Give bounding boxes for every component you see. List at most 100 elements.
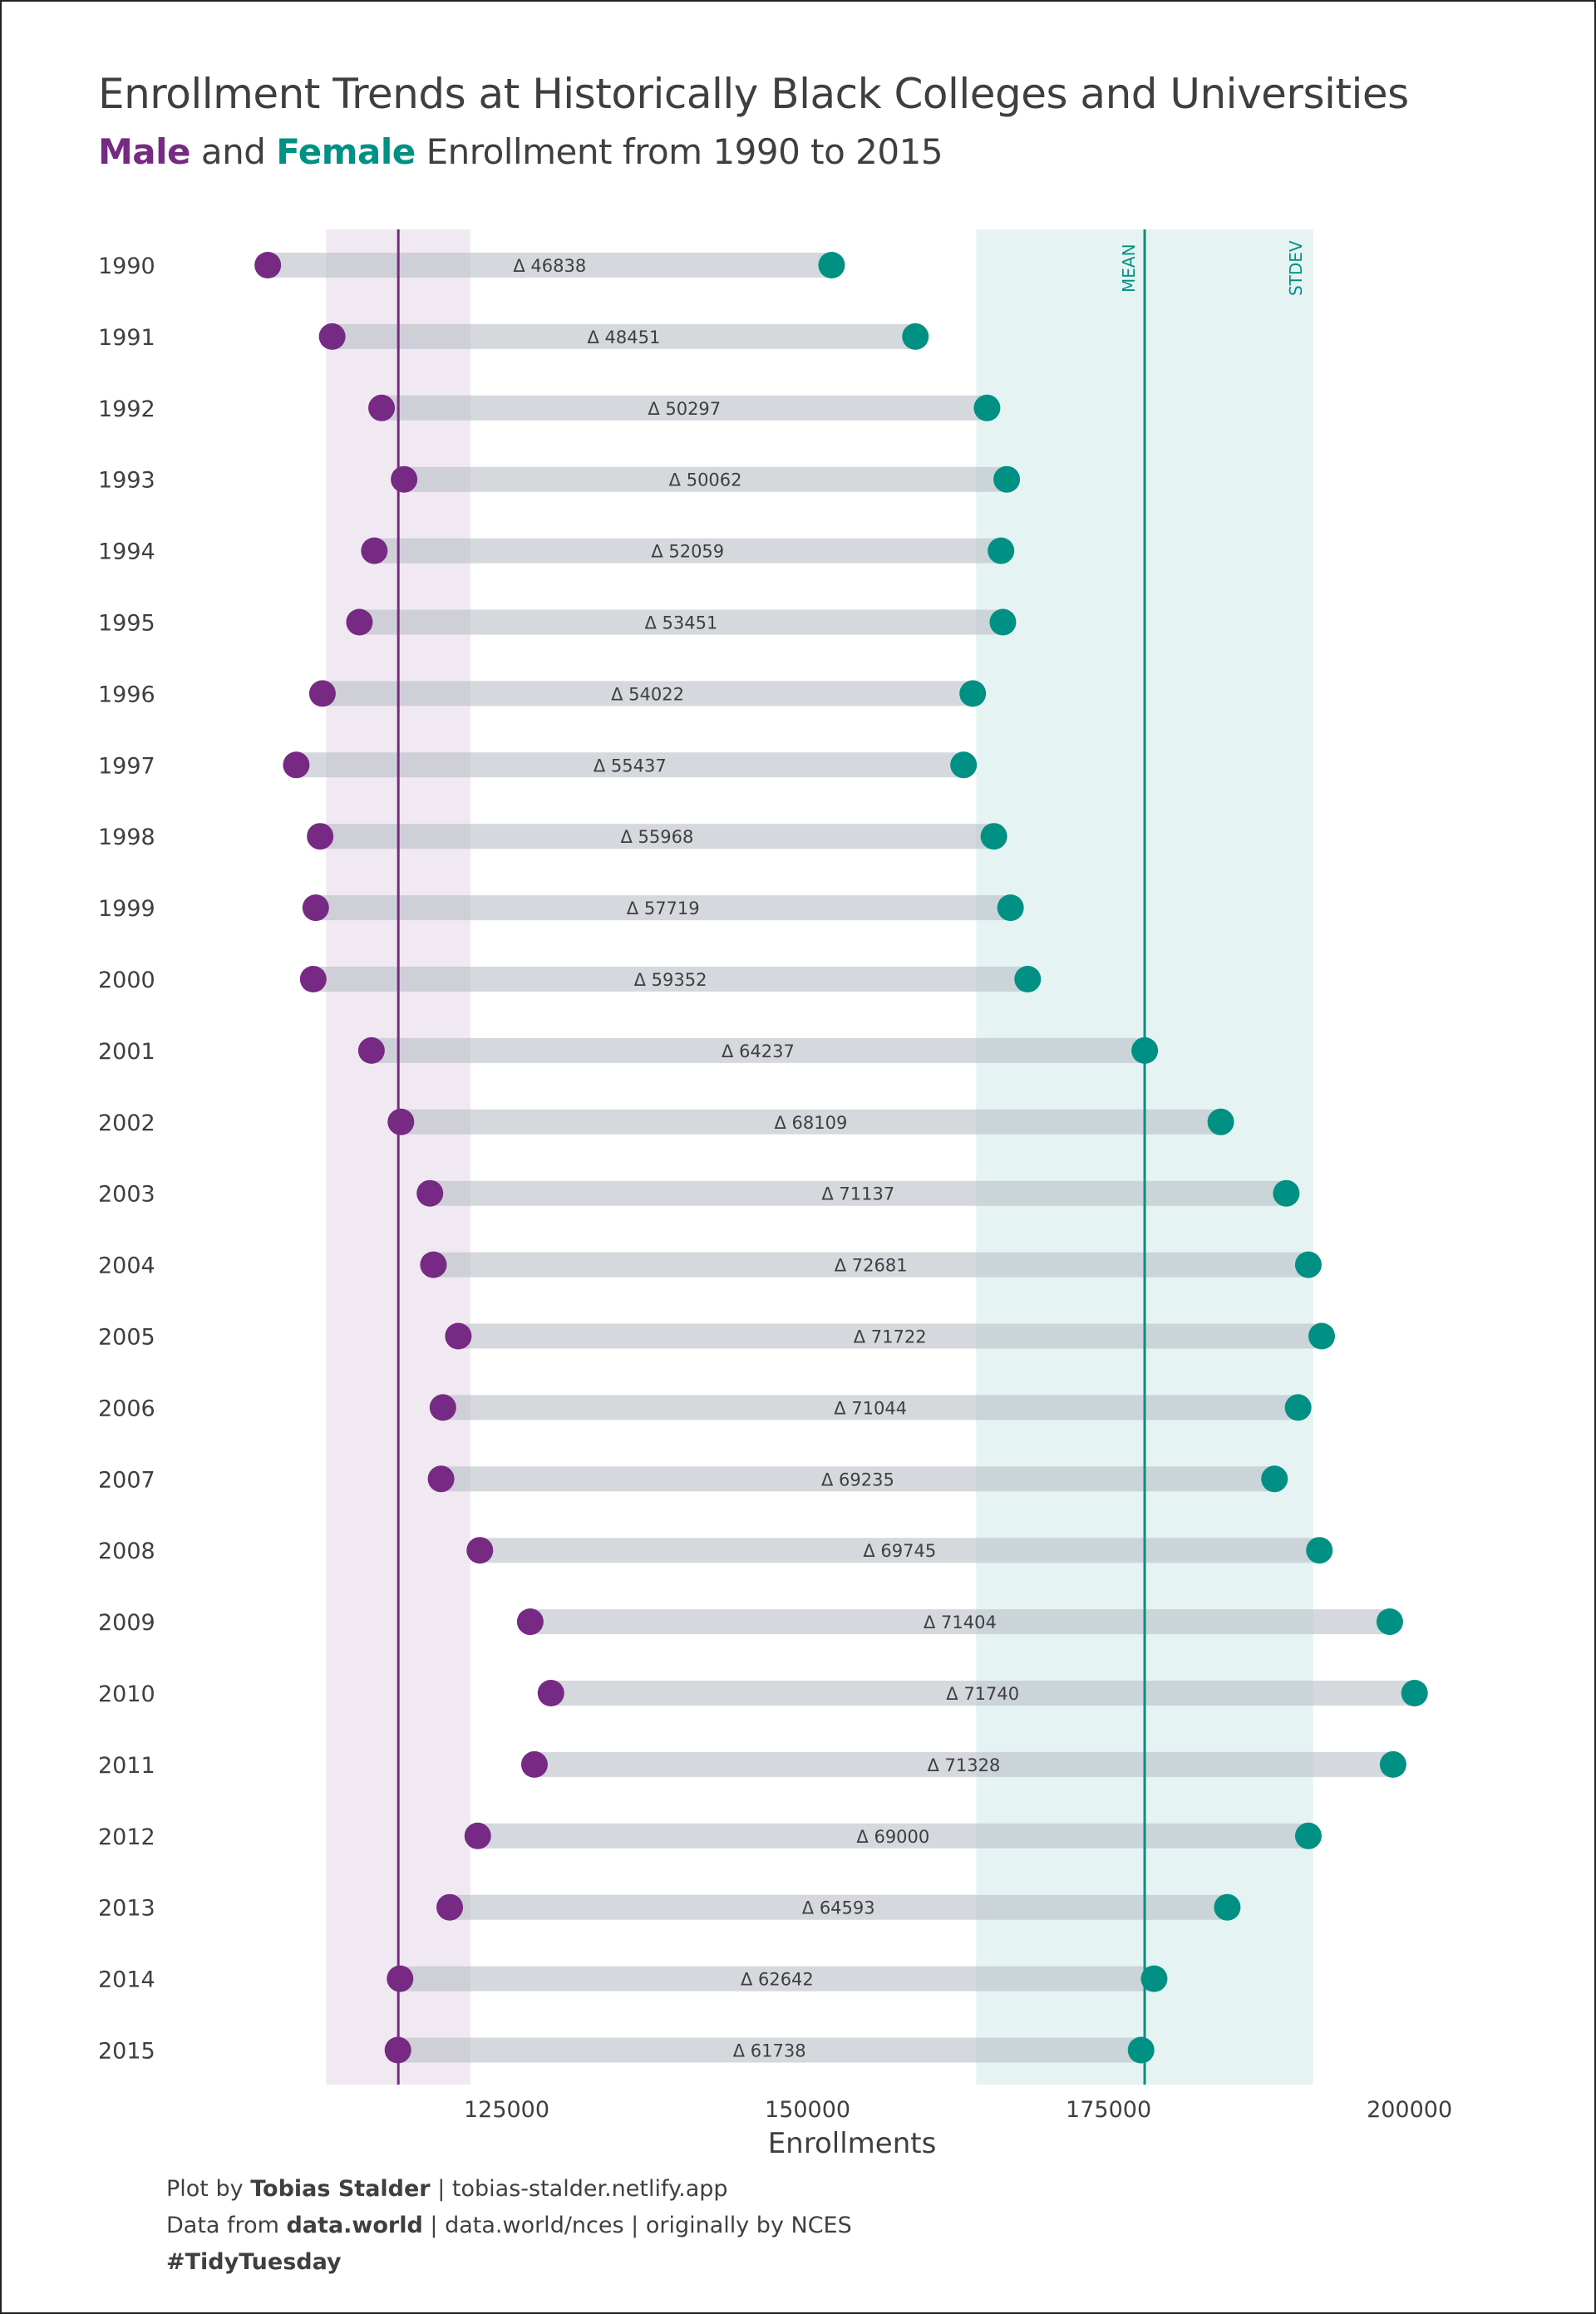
x-tick-label: 175000	[1066, 2097, 1151, 2123]
caption-line-1: Plot by Tobias Stalder | tobias-stalder.…	[166, 2176, 728, 2202]
difference-label: Δ 69000	[856, 1827, 929, 1847]
male-point	[283, 751, 310, 779]
difference-label: Δ 69235	[821, 1470, 894, 1489]
female-point	[993, 465, 1021, 493]
male-point	[420, 1251, 447, 1278]
female-point	[1214, 1893, 1241, 1921]
male-point	[307, 823, 334, 850]
male-point	[318, 322, 346, 350]
female-point	[980, 823, 1007, 850]
difference-label: Δ 71328	[927, 1755, 1000, 1775]
difference-label: Δ 55968	[620, 827, 693, 847]
difference-label: Δ 53451	[644, 613, 717, 633]
y-tick-label: 1997	[98, 753, 155, 779]
female-point	[818, 252, 845, 278]
male-point	[466, 1537, 494, 1564]
male-point	[391, 465, 418, 493]
caption-data-from: Data from	[166, 2213, 279, 2238]
female-point	[1379, 1750, 1406, 1778]
y-tick-label: 2002	[98, 1110, 155, 1136]
difference-label: Δ 59352	[634, 970, 707, 990]
female-point	[1308, 1322, 1336, 1350]
female-point	[973, 394, 1001, 421]
male-point	[357, 1036, 385, 1064]
y-tick-label: 2015	[98, 2039, 155, 2065]
female-point	[1294, 1822, 1322, 1849]
female-point	[1207, 1108, 1234, 1135]
y-tick-label: 2001	[98, 1039, 155, 1065]
y-tick-label: 2011	[98, 1753, 155, 1779]
male-point	[308, 680, 336, 707]
male-point	[516, 1608, 544, 1636]
y-tick-label: 2013	[98, 1896, 155, 1922]
female-point	[1140, 1965, 1168, 1992]
female-point	[1273, 1179, 1300, 1207]
male-point	[368, 394, 396, 421]
male-point	[436, 1893, 464, 1921]
y-tick-label: 2007	[98, 1467, 155, 1493]
male-point	[416, 1179, 444, 1207]
chart-subtitle: Male and Female Enrollment from 1990 to …	[98, 131, 943, 172]
chart-title: Enrollment Trends at Historically Black …	[98, 70, 1409, 118]
female-point	[1401, 1680, 1428, 1706]
caption-plot-by: Plot by	[166, 2176, 244, 2202]
male-point	[302, 894, 329, 922]
caption-source-detail: | data.world/nces | originally by NCES	[430, 2213, 852, 2238]
y-tick-label: 2005	[98, 1325, 155, 1351]
y-tick-label: 2014	[98, 1967, 155, 1993]
male-point	[387, 1965, 414, 1992]
female-point	[1306, 1537, 1333, 1564]
male-point	[299, 966, 327, 992]
y-tick-label: 2004	[98, 1253, 155, 1279]
y-tick-label: 2009	[98, 1610, 155, 1636]
x-axis-label: Enrollments	[768, 2127, 937, 2160]
y-tick-label: 1990	[98, 254, 155, 279]
difference-label: Δ 71044	[834, 1398, 907, 1418]
y-tick-label: 1991	[98, 325, 155, 351]
male-point	[361, 537, 388, 564]
y-tick-label: 1994	[98, 539, 155, 565]
female-point	[950, 751, 978, 779]
difference-label: Δ 54022	[611, 684, 684, 704]
female-point	[1131, 1036, 1159, 1064]
difference-label: Δ 71722	[854, 1327, 927, 1347]
female-point	[1376, 1608, 1403, 1636]
difference-label: Δ 46838	[513, 256, 586, 276]
x-tick-label: 200000	[1367, 2097, 1452, 2123]
male-point	[537, 1680, 564, 1706]
difference-label: Δ 55437	[594, 756, 667, 775]
y-tick-label: 2010	[98, 1681, 155, 1707]
y-tick-label: 1993	[98, 468, 155, 494]
male-point	[346, 608, 373, 636]
y-tick-label: 1995	[98, 611, 155, 637]
caption-author-site: | tobias-stalder.netlify.app	[437, 2176, 728, 2202]
female-point	[1284, 1394, 1312, 1421]
difference-label: Δ 68109	[774, 1113, 847, 1133]
difference-label: Δ 62642	[741, 1970, 814, 1990]
subtitle-male-label: Male	[98, 131, 191, 172]
difference-label: Δ 71404	[924, 1612, 997, 1632]
male-point	[387, 1108, 415, 1135]
subtitle-female-label: Female	[276, 131, 416, 172]
stdev-label: STDEV	[1286, 240, 1306, 296]
y-tick-label: 1998	[98, 825, 155, 850]
male-point	[464, 1822, 491, 1849]
male-point	[427, 1465, 455, 1493]
y-tick-label: 1992	[98, 396, 155, 422]
female-point	[959, 680, 987, 707]
female-point	[1014, 966, 1042, 992]
difference-label: Δ 71137	[821, 1184, 894, 1204]
y-tick-label: 1996	[98, 682, 155, 707]
male-point	[429, 1394, 456, 1421]
caption-hashtag: #TidyTuesday	[166, 2249, 342, 2275]
difference-label: Δ 48451	[588, 327, 661, 347]
y-tick-label: 2000	[98, 967, 155, 993]
difference-label: Δ 52059	[651, 542, 724, 562]
subtitle-and: and	[200, 131, 266, 172]
difference-label: Δ 64593	[802, 1898, 875, 1918]
x-tick-label: 150000	[765, 2097, 850, 2123]
male-point	[520, 1750, 548, 1778]
male-point	[254, 252, 282, 278]
